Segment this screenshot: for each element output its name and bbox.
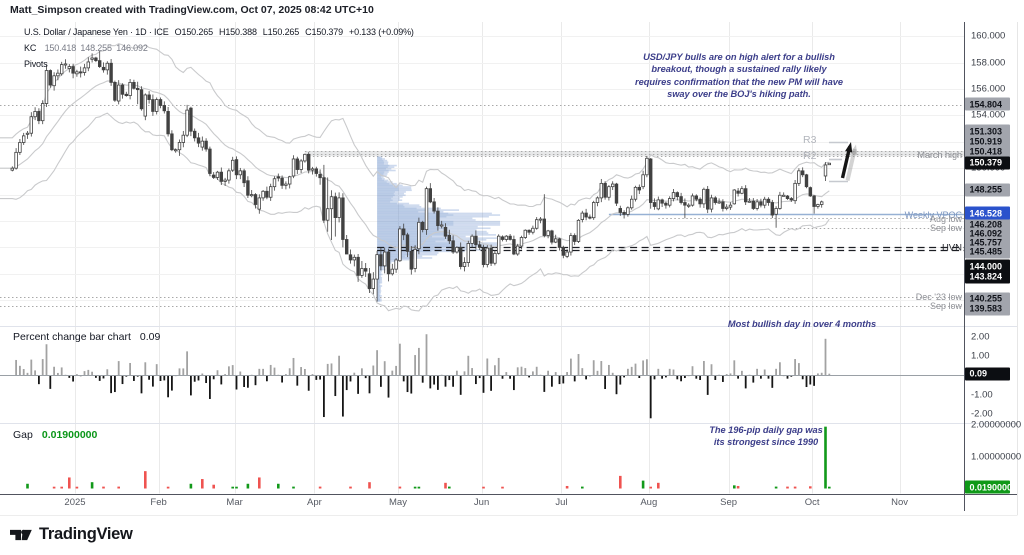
level-label: Sep low (929, 223, 962, 234)
price-scale-badge-gray: 150.418 (965, 145, 1010, 158)
price-scale-badge-black: 144.000 (965, 259, 1010, 273)
price-scale-label: 1.00 (971, 350, 990, 362)
legend-kc-row[interactable]: KC 150.418 148.255 146.092 (24, 40, 414, 56)
price-scale-axis[interactable]: 160.000 158.000 156.000 154.804 154.000 151.3… (965, 22, 1022, 511)
time-axis-label: Aug (640, 497, 658, 508)
price-scale-label: 2.00 (971, 331, 990, 343)
percent-pane-annotation[interactable]: Most bullish day in over 4 months (727, 318, 877, 329)
exchange-label: ICE (154, 27, 169, 37)
gap-pane-title[interactable]: Gap (13, 429, 33, 441)
open-value: O150.265 (175, 27, 213, 37)
price-scale-label: 160.000 (971, 30, 1006, 42)
kc-indicator-label[interactable]: KC (24, 43, 37, 53)
high-number: 150.388 (225, 27, 257, 37)
separator-dot: · (130, 27, 133, 37)
level-label: March high (917, 149, 962, 160)
percent-pane-legend[interactable]: Percent change bar chart 0.09 (13, 331, 160, 343)
kc-indicator-values: 150.418 148.255 146.092 (44, 43, 148, 53)
legend-symbol-row[interactable]: U.S. Dollar / Japanese Yen · 1D · ICE O15… (24, 24, 414, 40)
pivots-indicator-label[interactable]: Pivots (24, 59, 48, 69)
price-scale-label: -1.00 (971, 389, 993, 401)
price-scale-label: 158.000 (971, 57, 1006, 69)
price-scale-badge-gray: 140.255 (965, 292, 1010, 305)
price-scale-badge-gray: 148.255 (965, 183, 1010, 196)
time-scale-axis[interactable]: 2025 Feb Mar Apr May Jun Jul Aug Sep Oct Nov (0, 495, 964, 511)
change-value: +0.133 (+0.09%) (348, 27, 414, 37)
tradingview-logo-icon (10, 529, 32, 540)
time-axis-label: Jul (555, 497, 568, 508)
low-number: 150.265 (267, 27, 300, 37)
price-scale-badge-gray: 145.485 (965, 245, 1010, 258)
level-label: HVN (941, 242, 962, 254)
time-axis-label: Mar (226, 497, 243, 508)
percent-pane-value: 0.09 (139, 331, 161, 343)
price-scale-badge-green: 0.01900000 (965, 480, 1017, 494)
price-scale-badge-gray: 150.919 (965, 135, 1010, 148)
low-label: L (262, 27, 268, 37)
close-number: 150.379 (311, 27, 344, 37)
high-value: H150.388 (219, 27, 257, 37)
pivot-label-r3: R3 (803, 133, 817, 146)
main-annotation[interactable]: USD/JPY bulls are on high alert for a bu… (635, 52, 843, 100)
tradingview-logo-text: TradingView (39, 525, 133, 543)
close-label: C (305, 27, 312, 37)
time-axis-label: 2025 (64, 497, 86, 508)
close-value: C150.379 (305, 27, 343, 37)
gap-pane-legend[interactable]: Gap 0.01900000 (13, 429, 97, 441)
price-scale-badge-black: 150.379 (965, 156, 1010, 170)
time-axis-label: May (389, 497, 407, 508)
interval-label[interactable]: 1D (135, 27, 147, 37)
price-scale-badge-gray: 139.583 (965, 302, 1010, 315)
level-label: Dec '23 low (915, 292, 962, 303)
legend-pivots-row[interactable]: Pivots (24, 56, 414, 72)
pivot-label-r2: R2 (803, 150, 817, 163)
open-label: O (174, 27, 182, 37)
level-label: Sep low (929, 301, 962, 312)
time-axis-label: Apr (306, 497, 322, 508)
price-scale-badge-black: 143.824 (965, 270, 1010, 283)
price-scale-label: 1.00000000 (971, 451, 1022, 463)
high-label: H (218, 27, 226, 37)
level-label: Aug low (929, 213, 962, 224)
price-scale-label: 156.000 (971, 83, 1006, 95)
chart-legend: U.S. Dollar / Japanese Yen · 1D · ICE O15… (24, 24, 414, 72)
open-number: 150.265 (181, 27, 213, 37)
attribution-text: Matt_Simpson created with TradingView.co… (10, 4, 374, 16)
symbol-title[interactable]: U.S. Dollar / Japanese Yen (24, 27, 128, 37)
separator-dot: · (148, 27, 152, 37)
gap-pane-annotation[interactable]: The 196-pip daily gap was its strongest … (709, 425, 823, 448)
low-value: L150.265 (263, 27, 299, 37)
tradingview-brand[interactable]: TradingView (10, 525, 133, 544)
price-scale-badge-black: 0.09 (965, 367, 1010, 381)
time-axis-label: Oct (804, 497, 820, 508)
time-axis-label: Feb (150, 497, 167, 508)
time-axis-label: Sep (720, 497, 738, 508)
price-scale-label: -2.00 (971, 408, 993, 420)
price-scale-label: 2.00000000 (971, 419, 1022, 431)
price-scale-badge-gray: 151.303 (965, 124, 1010, 138)
time-axis-label: Nov (891, 497, 909, 508)
percent-pane-title[interactable]: Percent change bar chart (13, 331, 131, 343)
price-scale-label: 154.000 (971, 109, 1006, 121)
level-label: Weekly VPOC (904, 209, 962, 220)
price-scale-badge-gray: 154.804 (965, 97, 1010, 111)
time-axis-label: Jun (473, 497, 490, 508)
gap-pane-value: 0.01900000 (41, 429, 98, 441)
price-scale-badge-blue: 146.528 (965, 206, 1010, 220)
